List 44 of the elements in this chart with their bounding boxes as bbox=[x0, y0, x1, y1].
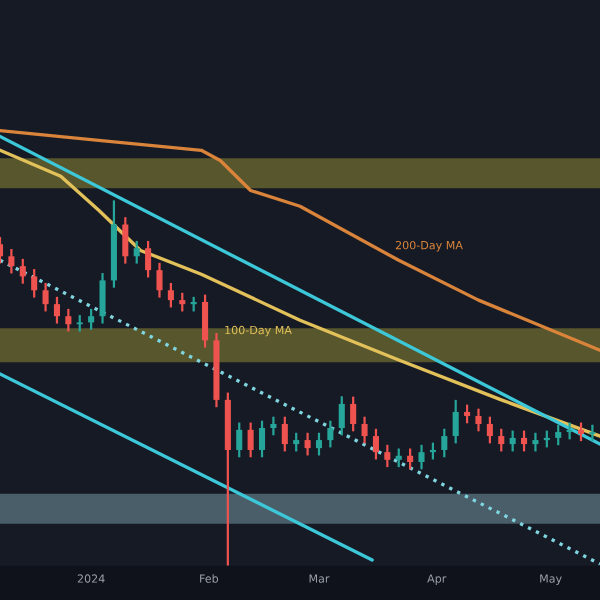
candlestick bbox=[361, 415, 368, 445]
candlestick bbox=[167, 281, 174, 309]
candlestick bbox=[509, 429, 516, 453]
candlestick bbox=[202, 293, 209, 349]
candlestick bbox=[8, 247, 15, 275]
candlestick bbox=[532, 431, 539, 453]
candlestick bbox=[247, 421, 254, 459]
candlestick bbox=[452, 398, 459, 445]
candlestick bbox=[145, 239, 152, 279]
candlestick bbox=[338, 395, 345, 437]
candlestick bbox=[236, 421, 243, 459]
candlestick bbox=[577, 421, 585, 443]
candlestick bbox=[441, 427, 448, 459]
candlestick bbox=[65, 307, 72, 333]
candlestick bbox=[384, 443, 391, 469]
candlestick bbox=[475, 407, 482, 433]
candlestick bbox=[179, 291, 186, 313]
candlestick bbox=[372, 427, 379, 461]
candlestick bbox=[156, 261, 163, 299]
candlestick bbox=[555, 423, 562, 447]
candlestick bbox=[19, 257, 26, 285]
candlestick bbox=[281, 415, 288, 453]
candlestick bbox=[589, 423, 596, 443]
candlestick bbox=[350, 395, 357, 433]
candlestick bbox=[88, 307, 95, 331]
candlestick bbox=[99, 271, 106, 325]
candlestick bbox=[498, 427, 505, 453]
candlestick bbox=[31, 267, 38, 299]
candlestick bbox=[395, 447, 402, 469]
candlestick bbox=[270, 415, 277, 437]
candlestick bbox=[407, 447, 414, 471]
candlestick bbox=[327, 419, 334, 449]
candlestick bbox=[42, 281, 49, 313]
candlestick bbox=[418, 443, 425, 471]
candlestick bbox=[315, 431, 323, 457]
candlestick bbox=[521, 429, 528, 453]
candlestick bbox=[486, 415, 493, 445]
candlestick bbox=[258, 419, 266, 459]
candlestick bbox=[133, 239, 140, 265]
candlestick bbox=[304, 431, 311, 457]
candlestick bbox=[293, 431, 300, 453]
candlestick bbox=[53, 295, 60, 325]
candlestick bbox=[122, 216, 129, 265]
candlestick bbox=[464, 403, 471, 425]
